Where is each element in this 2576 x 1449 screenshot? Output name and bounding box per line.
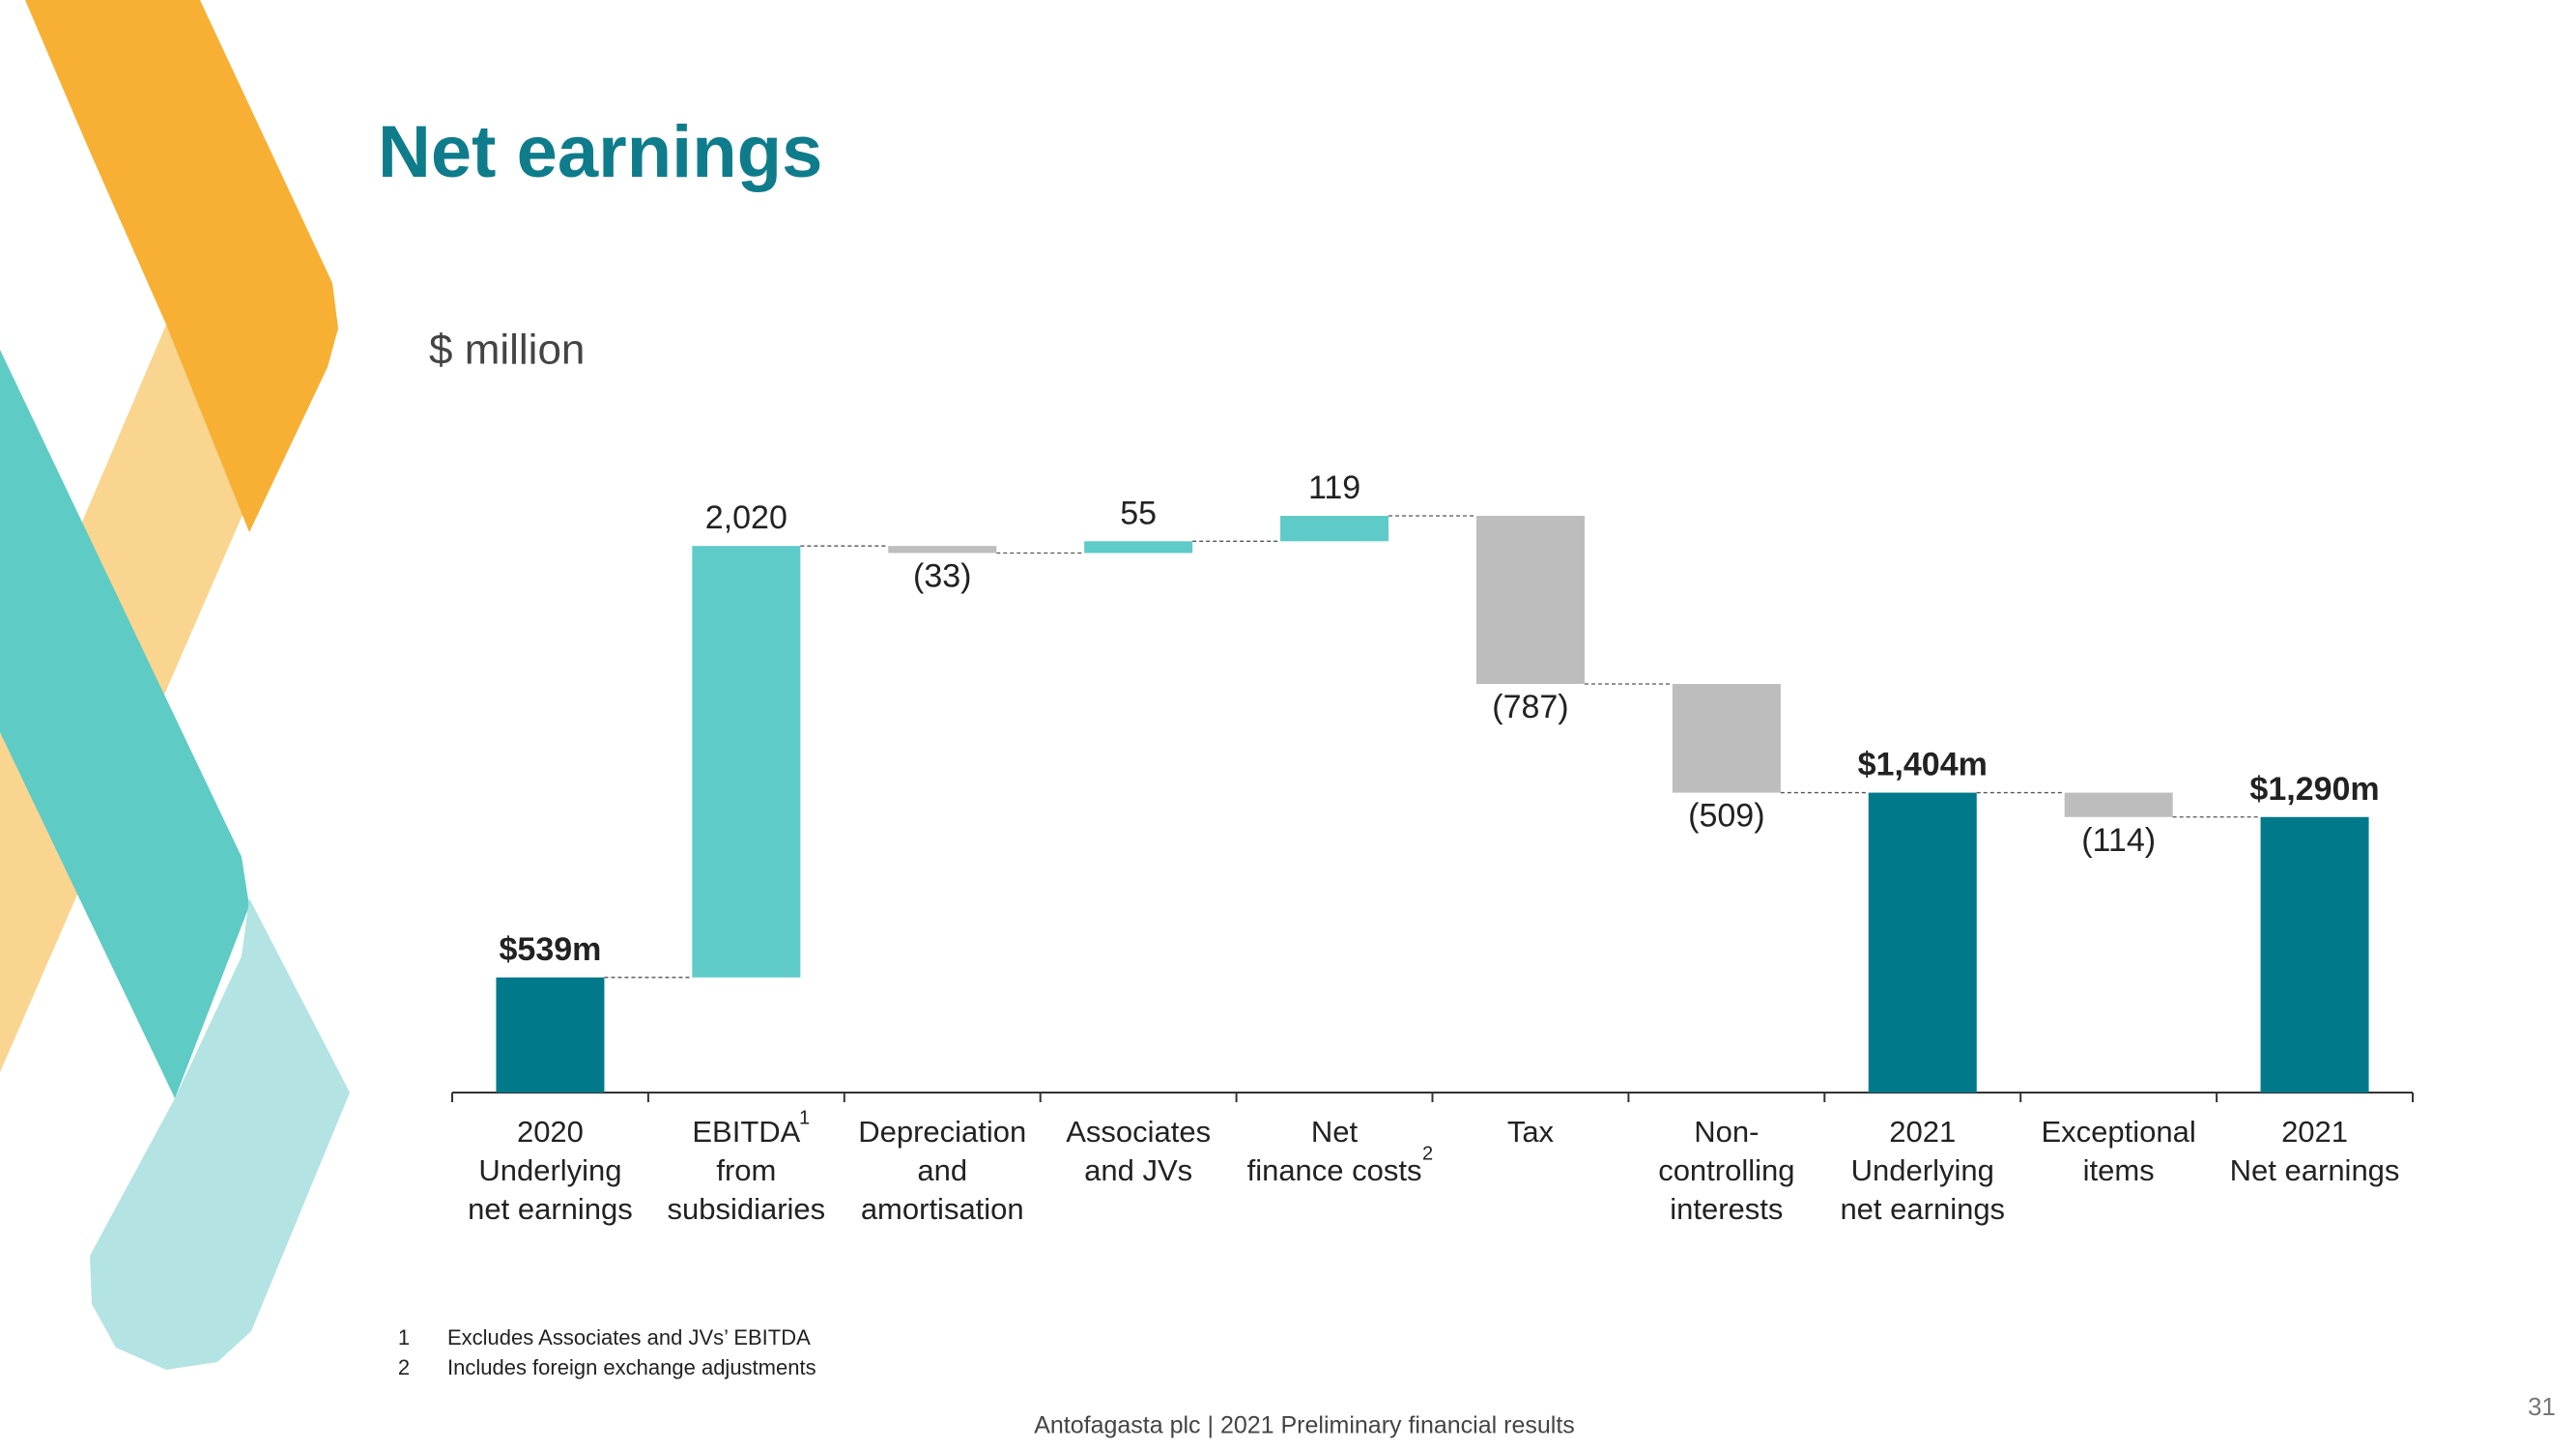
chart-subtitle: $ million xyxy=(429,327,585,374)
value-label: 55 xyxy=(1120,495,1157,531)
x-tick-label: Underlying xyxy=(1851,1153,1994,1187)
decor-orange xyxy=(25,0,338,532)
x-tick-label: Associates xyxy=(1066,1115,1211,1149)
footer: Antofagasta plc | 2021 Preliminary finan… xyxy=(1034,1412,1575,1439)
footnote-ref: 1 xyxy=(799,1107,810,1128)
value-label: (787) xyxy=(1492,689,1568,725)
bar xyxy=(692,546,801,978)
x-tick-label: Net earnings xyxy=(2230,1153,2400,1187)
value-label: $1,290m xyxy=(2249,771,2379,808)
value-label: (33) xyxy=(913,557,971,594)
bar xyxy=(496,977,605,1093)
x-tick-label: Underlying xyxy=(478,1153,621,1187)
bar xyxy=(1868,792,1977,1093)
value-label: (114) xyxy=(2081,822,2156,859)
footnote-ref: 2 xyxy=(1422,1143,1433,1164)
x-tick-label: and xyxy=(917,1153,967,1187)
bar xyxy=(2260,816,2369,1093)
x-tick-label: amortisation xyxy=(861,1192,1024,1226)
bar xyxy=(888,546,997,554)
x-tick-label: 2021 xyxy=(1889,1115,1956,1149)
bar xyxy=(1672,684,1781,793)
decor-teal xyxy=(0,350,249,1098)
decor-light-teal xyxy=(90,898,350,1370)
bar xyxy=(1475,516,1585,685)
x-tick-label: controlling xyxy=(1658,1153,1794,1187)
x-tick-label: 2021 xyxy=(2281,1115,2348,1149)
value-label: $539m xyxy=(500,931,602,968)
x-tick-label: interests xyxy=(1670,1192,1783,1226)
x-tick-label: finance costs xyxy=(1247,1153,1422,1187)
x-tick-label: from xyxy=(716,1153,776,1187)
x-tick-label: EBITDA xyxy=(692,1115,800,1149)
bar xyxy=(1084,541,1193,554)
footnote-marker: 1 xyxy=(398,1325,410,1350)
decoration xyxy=(0,0,350,1370)
x-tick-label: subsidiaries xyxy=(667,1192,825,1226)
footnote-marker: 2 xyxy=(398,1355,410,1379)
x-tick-label: net earnings xyxy=(1840,1192,2005,1226)
footnote-text: Includes foreign exchange adjustments xyxy=(447,1355,816,1379)
value-label: 2,020 xyxy=(705,499,787,536)
x-tick-label: Net xyxy=(1311,1115,1359,1149)
value-label: $1,404m xyxy=(1858,747,1988,783)
x-tick-label: net earnings xyxy=(468,1192,633,1226)
footnote-text: Excludes Associates and JVs’ EBITDA xyxy=(447,1325,811,1350)
x-tick-label: items xyxy=(2083,1153,2155,1187)
bar xyxy=(1280,516,1389,542)
value-label: (509) xyxy=(1688,798,1764,835)
bar xyxy=(2064,792,2173,817)
page-number: 31 xyxy=(2528,1392,2556,1421)
x-tick-label: and JVs xyxy=(1084,1153,1192,1187)
x-tick-label: Exceptional xyxy=(2042,1115,2196,1149)
chart-title: Net earnings xyxy=(378,111,822,193)
x-tick-label: Depreciation xyxy=(858,1115,1026,1149)
value-label: 119 xyxy=(1308,469,1360,506)
x-tick-label: Non- xyxy=(1694,1115,1759,1149)
x-tick-label: 2020 xyxy=(517,1115,584,1149)
x-tick-label: Tax xyxy=(1507,1115,1555,1149)
